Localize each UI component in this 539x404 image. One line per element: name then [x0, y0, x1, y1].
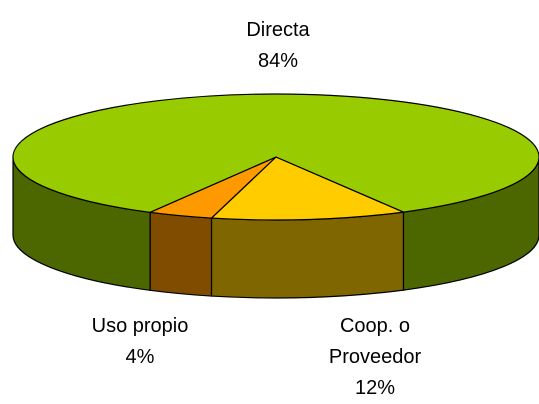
value-label: 4% [125, 346, 155, 368]
value-label: 12% [354, 377, 396, 399]
category-name: Directa [246, 19, 310, 41]
slice-label: Directa 84% [218, 15, 338, 77]
value-label: 84% [257, 50, 299, 72]
pie-side [149, 211, 213, 297]
pie-side [210, 211, 405, 299]
category-name: Uso propio [91, 315, 189, 337]
category-name: Coop. o Proveedor [328, 315, 422, 368]
pie-slice [12, 93, 539, 213]
slice-label: Uso propio 4% [80, 311, 200, 373]
slice-label: Coop. o Proveedor 12% [315, 311, 435, 404]
